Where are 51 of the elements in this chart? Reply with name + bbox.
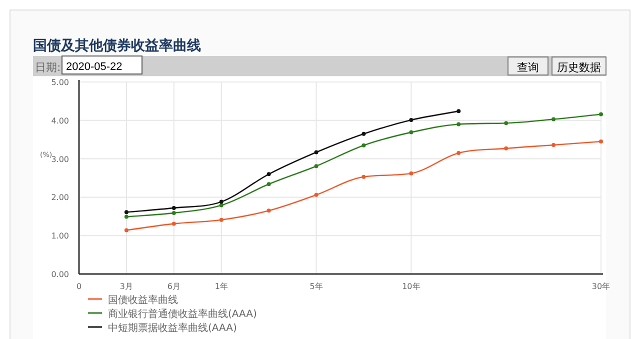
point	[266, 182, 271, 186]
text: 2020-05-22	[66, 61, 122, 73]
text: 日期:	[35, 61, 61, 74]
point	[219, 200, 224, 204]
point	[409, 118, 414, 122]
point	[172, 222, 176, 226]
point	[266, 208, 271, 213]
x-tick-label: 0	[76, 282, 82, 291]
legend-label: 国债收益率曲线	[108, 294, 178, 306]
point	[362, 174, 366, 179]
point	[362, 143, 366, 148]
x-tick-label: 10年	[402, 282, 420, 291]
y-tick-label: 1.00	[51, 232, 69, 241]
legend-label: 商业银行普通债收益率曲线(AAA)	[108, 308, 257, 320]
legend-label: 中短期票据收益率曲线(AAA)	[108, 322, 237, 334]
x-tick-label: 30年	[592, 282, 610, 291]
x-tick-label: 1年	[214, 282, 228, 291]
point	[504, 146, 508, 150]
y-tick-label: 2.00	[51, 193, 69, 202]
point	[172, 206, 176, 210]
point	[124, 214, 128, 219]
point	[266, 172, 271, 176]
point	[314, 192, 318, 197]
y-tick-label: 3.00	[51, 154, 69, 164]
y-tick-label: 0.00	[51, 270, 69, 279]
y-tick-label: 4.00	[51, 116, 69, 126]
point	[409, 171, 414, 176]
point	[124, 210, 128, 214]
point	[219, 218, 224, 222]
text: 查询	[517, 61, 539, 74]
point	[552, 142, 556, 147]
point	[314, 150, 318, 154]
point	[456, 151, 461, 156]
point	[552, 117, 556, 122]
point	[314, 164, 318, 168]
x-tick-label: 3月	[120, 282, 133, 291]
point	[409, 130, 414, 134]
x-tick-label: 6月	[167, 282, 180, 291]
point	[456, 122, 461, 126]
y-tick-label: 5.00	[51, 78, 69, 87]
point	[599, 112, 603, 116]
point	[172, 210, 176, 215]
point	[456, 109, 461, 114]
point	[362, 132, 366, 136]
point	[504, 121, 508, 126]
point	[219, 203, 224, 208]
point	[124, 228, 128, 232]
x-tick-label: 5年	[310, 282, 323, 291]
chart-title: 国债及其他债券收益率曲线	[33, 37, 201, 54]
text: 历史数据	[557, 61, 601, 74]
point	[599, 140, 603, 144]
